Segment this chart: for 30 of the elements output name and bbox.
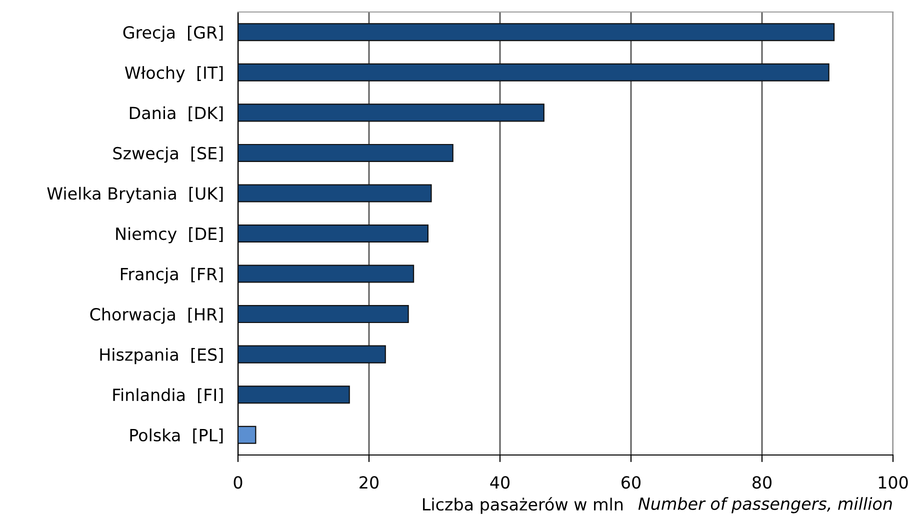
x-axis-title: Liczba pasażerów w mln xyxy=(423,497,623,514)
bar xyxy=(238,305,409,324)
bar xyxy=(238,184,432,202)
y-tick-label: Grecja [GR] xyxy=(123,26,223,42)
y-tick-label: Niemcy [DE] xyxy=(116,227,223,244)
bar xyxy=(238,345,386,364)
x-tick-label: 20 xyxy=(360,476,378,489)
y-tick-label: Chorwacja [HR] xyxy=(90,308,223,324)
y-tick-label: Finlandia [FI] xyxy=(113,388,223,404)
x-tick-label: 40 xyxy=(490,476,510,489)
bar xyxy=(238,63,830,82)
y-tick-label: Polska [PL] xyxy=(130,428,223,444)
bar xyxy=(238,224,429,243)
x-tick-label: 60 xyxy=(622,476,640,489)
bar xyxy=(238,23,835,42)
x-tick-label: 0 xyxy=(234,476,242,489)
text: Number of passengers, million xyxy=(638,497,892,514)
bar xyxy=(238,144,454,162)
y-tick-label: Wielka Brytania [UK] xyxy=(47,186,223,204)
y-tick-label: Włochy [IT] xyxy=(124,66,223,82)
y-tick-label: Dania [DK] xyxy=(130,106,223,122)
bar xyxy=(238,426,256,444)
y-tick-label: Szwecja [SE] xyxy=(113,146,223,163)
y-tick-label: Hiszpania [ES] xyxy=(100,348,223,364)
bar xyxy=(238,386,350,404)
bar xyxy=(238,264,414,283)
y-tick-label: Francja [FR] xyxy=(120,267,223,284)
bar xyxy=(238,104,544,122)
x-tick-label: 80 xyxy=(752,476,772,489)
x-tick-label: 100 xyxy=(878,476,908,489)
